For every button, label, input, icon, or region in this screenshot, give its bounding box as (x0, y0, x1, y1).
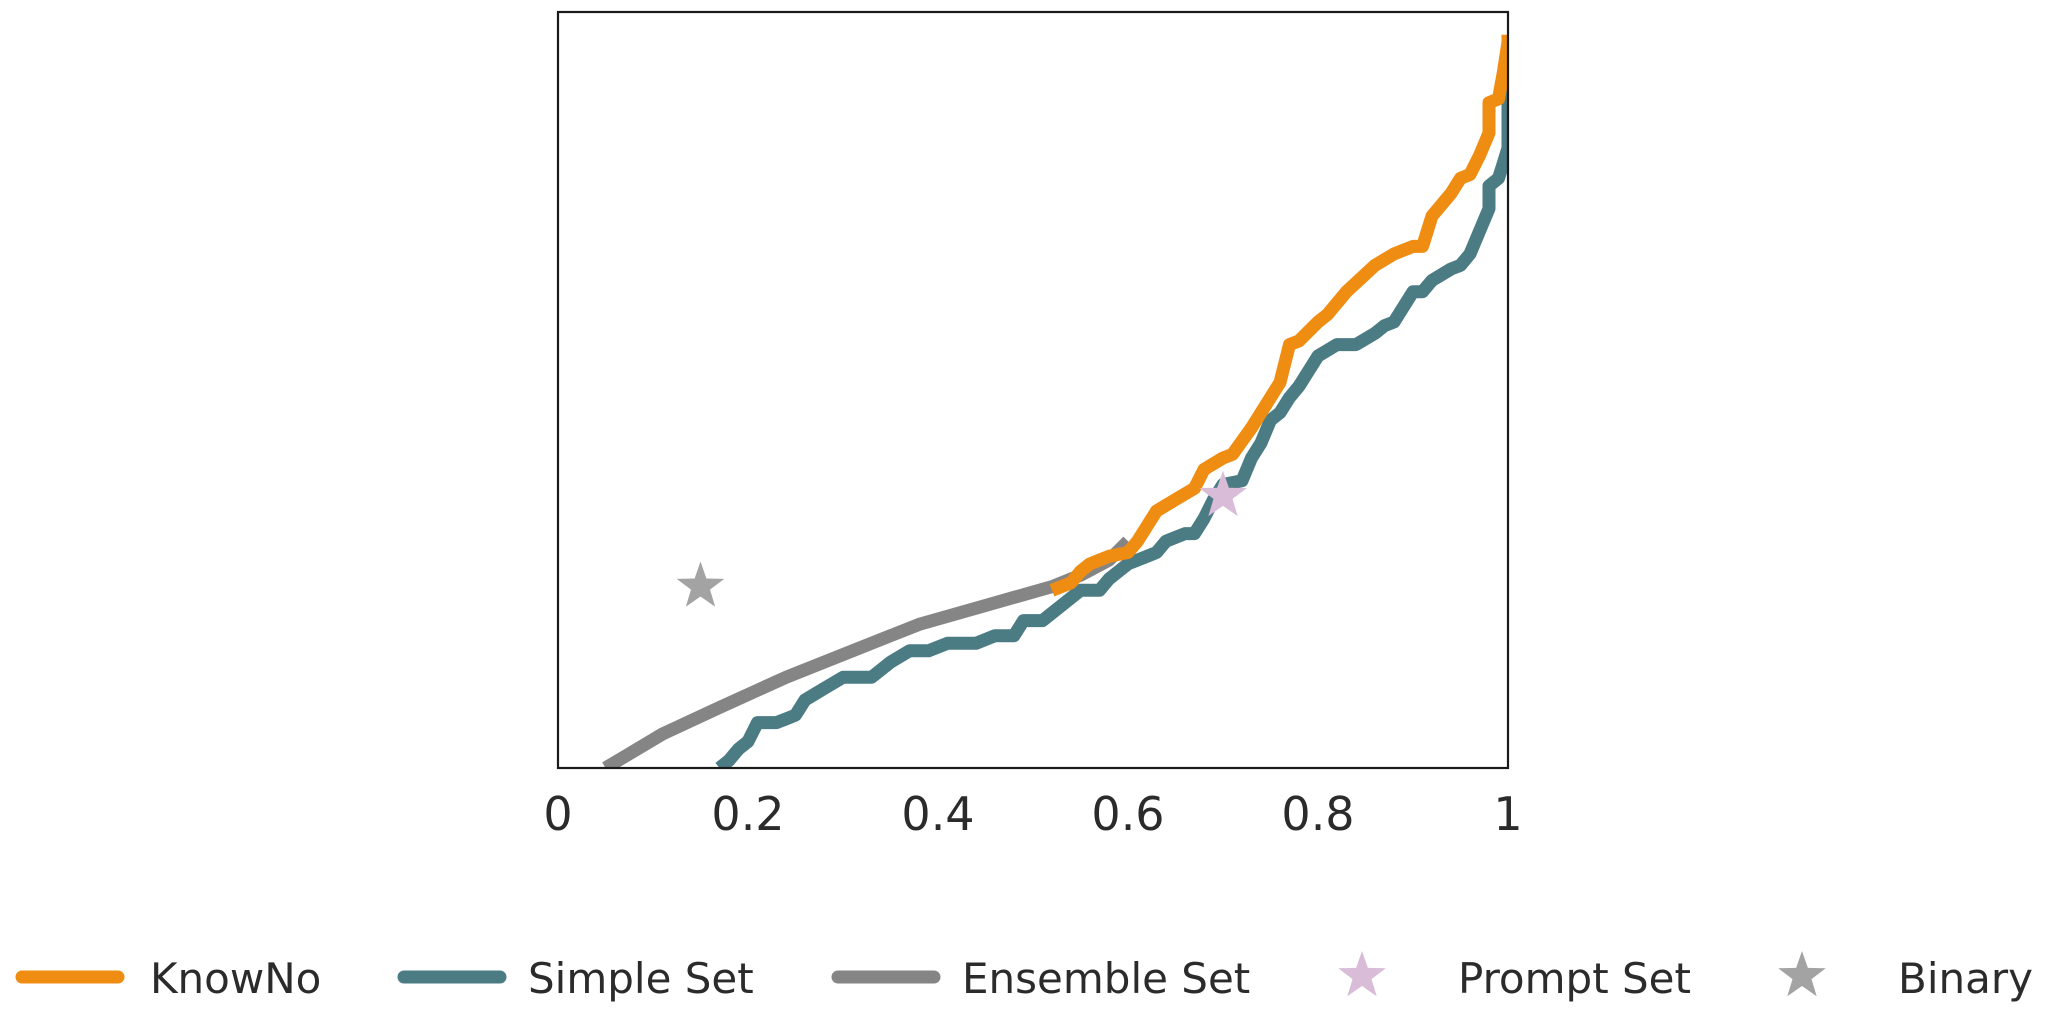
binary-star-marker (676, 561, 725, 607)
legend-item-simple-set: Simple Set (397, 954, 754, 1003)
plot-markers (676, 470, 1247, 607)
legend-star-swatch (1338, 951, 1386, 997)
plot-frame (556, 10, 1510, 770)
legend-item-prompt-set: Prompt Set (1338, 951, 1691, 1003)
simple-set-line (715, 64, 1508, 768)
legend-label: Ensemble Set (962, 954, 1250, 1003)
x-tick-label: 0.4 (901, 787, 974, 841)
legend: KnowNo Simple Set Ensemble Set Prompt Set Bi… (15, 951, 2033, 1003)
legend-label: KnowNo (150, 954, 321, 1003)
x-tick-label: 0.2 (711, 787, 784, 841)
legend-item-binary: Binary (1778, 951, 2033, 1003)
legend-item-knowno: KnowNo (15, 954, 321, 1003)
plot-lines (602, 34, 1508, 768)
x-tick-label: 0.6 (1091, 787, 1164, 841)
legend-label: Binary (1898, 954, 2033, 1003)
legend-label: Prompt Set (1458, 954, 1691, 1003)
x-axis-ticks: 0 0.2 0.4 0.6 0.8 1 (543, 787, 1522, 841)
legend-star-swatch (1778, 951, 1826, 997)
x-tick-label: 0.8 (1281, 787, 1354, 841)
knowno-line (1049, 34, 1508, 597)
prompt-set-star-marker (1199, 470, 1247, 517)
ensemble-set-line (602, 536, 1133, 768)
x-tick-label: 0 (543, 787, 572, 841)
x-tick-label: 1 (1493, 787, 1522, 841)
legend-item-ensemble-set: Ensemble Set (831, 954, 1250, 1003)
legend-label: Simple Set (528, 954, 754, 1003)
